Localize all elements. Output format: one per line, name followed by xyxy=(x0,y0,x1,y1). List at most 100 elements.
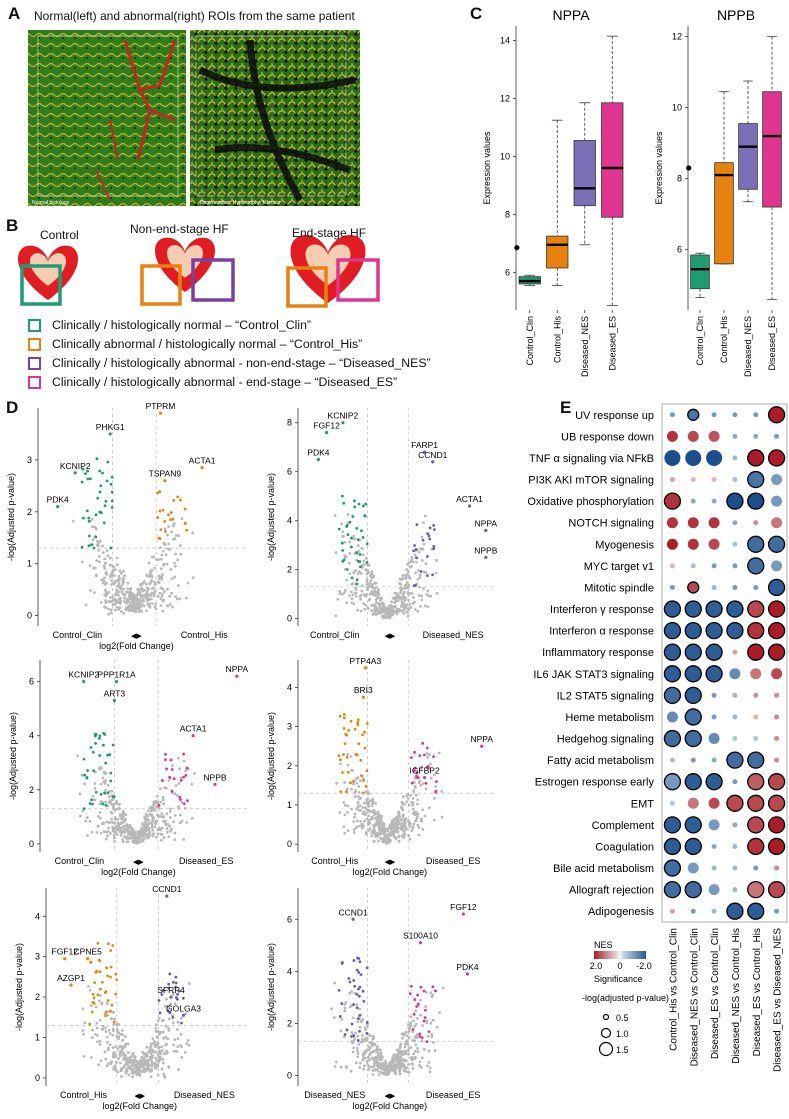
enrichment-dot xyxy=(711,865,717,871)
gene-point xyxy=(416,798,420,802)
gene-point xyxy=(411,1019,415,1023)
gene-point xyxy=(105,1002,109,1005)
enrichment-dot xyxy=(684,686,702,705)
gene-point xyxy=(145,1059,148,1063)
gene-point xyxy=(373,588,377,592)
gene-point xyxy=(95,831,99,834)
gene-point xyxy=(399,577,403,581)
enrichment-dot xyxy=(726,621,744,640)
gene-point xyxy=(422,542,426,546)
gene-point xyxy=(162,1052,166,1055)
gene-point xyxy=(128,603,131,607)
gene-point xyxy=(90,1036,94,1039)
gene-point xyxy=(121,1033,124,1037)
gene-point xyxy=(132,1063,136,1067)
sig-gene-point xyxy=(418,1032,422,1036)
gene-point xyxy=(340,522,343,526)
sig-gene-point xyxy=(114,992,118,996)
gene-point xyxy=(375,812,379,816)
gene-point xyxy=(387,1072,390,1076)
enrichment-dot xyxy=(664,449,681,466)
gene-point xyxy=(98,539,102,543)
sig-gene-point xyxy=(86,769,90,772)
enrichment-dot xyxy=(666,711,678,723)
enrichment-dot xyxy=(706,449,723,466)
labeled-gene-point xyxy=(112,698,116,703)
gene-point xyxy=(103,557,107,561)
enrichment-dot xyxy=(669,800,675,806)
gene-point xyxy=(83,1021,87,1025)
gene-point xyxy=(90,830,94,834)
box xyxy=(546,235,569,269)
gene-point xyxy=(162,1036,165,1040)
gene-point xyxy=(401,808,405,812)
sig-gene-point xyxy=(158,537,162,541)
gene-point xyxy=(121,838,125,841)
gene-point xyxy=(173,1038,177,1041)
labeled-gene-point xyxy=(484,528,488,533)
gene-point xyxy=(405,1066,409,1070)
sig-gene-point xyxy=(109,771,113,775)
gene-point xyxy=(149,579,153,583)
sig-gene-point xyxy=(425,555,429,558)
sig-gene-point xyxy=(365,542,369,546)
gene-point xyxy=(428,1066,432,1070)
gene-point xyxy=(409,606,413,609)
gene-point xyxy=(93,525,97,529)
enrichment-dot xyxy=(663,859,682,877)
gene-point xyxy=(356,1020,360,1024)
enrichment-dot xyxy=(747,773,765,791)
sig-gene-point xyxy=(342,716,346,720)
box xyxy=(738,123,758,190)
gene-point xyxy=(145,834,149,837)
sig-gene-point xyxy=(337,754,341,758)
x-tick-label: Diseased_ES xyxy=(607,316,617,371)
sig-gene-point xyxy=(355,992,359,996)
labeled-gene-point xyxy=(73,471,77,475)
gene-point xyxy=(361,1018,365,1021)
gene-point xyxy=(360,1034,364,1037)
gene-point xyxy=(129,832,133,836)
gene-point xyxy=(430,1032,434,1036)
enrichment-dot xyxy=(767,816,786,834)
gene-point xyxy=(190,816,194,820)
gene-point xyxy=(371,583,374,586)
gene-point xyxy=(161,1057,165,1061)
gene-point xyxy=(161,819,165,823)
gene-point xyxy=(395,830,399,834)
gene-point xyxy=(120,1048,124,1052)
gene-point xyxy=(419,819,423,823)
gene-point xyxy=(165,562,169,566)
gene-point xyxy=(105,1064,109,1068)
gene-point xyxy=(403,606,407,610)
gene-point xyxy=(107,1028,111,1032)
gene-point xyxy=(408,837,412,841)
sig-gene-point xyxy=(93,734,97,738)
gene-point xyxy=(116,821,120,825)
sig-gene-point xyxy=(358,985,362,989)
gene-point xyxy=(149,1075,153,1079)
enrichment-dot xyxy=(747,470,765,489)
gene-point xyxy=(118,569,122,573)
sig-gene-point xyxy=(364,784,368,788)
gene-point xyxy=(362,1067,366,1071)
x-tick-label: Diseased_ES xyxy=(767,316,777,371)
gene-point xyxy=(358,804,362,808)
sig-gene-point xyxy=(96,941,100,945)
gene-point xyxy=(132,597,136,601)
gene-point xyxy=(151,1054,154,1058)
enrichment-dot xyxy=(753,692,759,698)
gene-point xyxy=(390,823,394,826)
gene-point xyxy=(103,830,106,834)
gene-point xyxy=(164,819,168,823)
labeled-gene-point xyxy=(56,505,60,509)
y-axis-label: -log(Adjusted p-value) xyxy=(266,712,276,800)
sig-gene-point xyxy=(96,496,100,500)
gene-point xyxy=(421,782,425,786)
enrichment-dot xyxy=(687,797,699,809)
sig-gene-point xyxy=(414,583,417,587)
gene-point xyxy=(139,594,143,598)
gene-point xyxy=(352,781,355,785)
gene-point xyxy=(82,1055,86,1058)
y-tick-label: 0 xyxy=(27,611,32,621)
